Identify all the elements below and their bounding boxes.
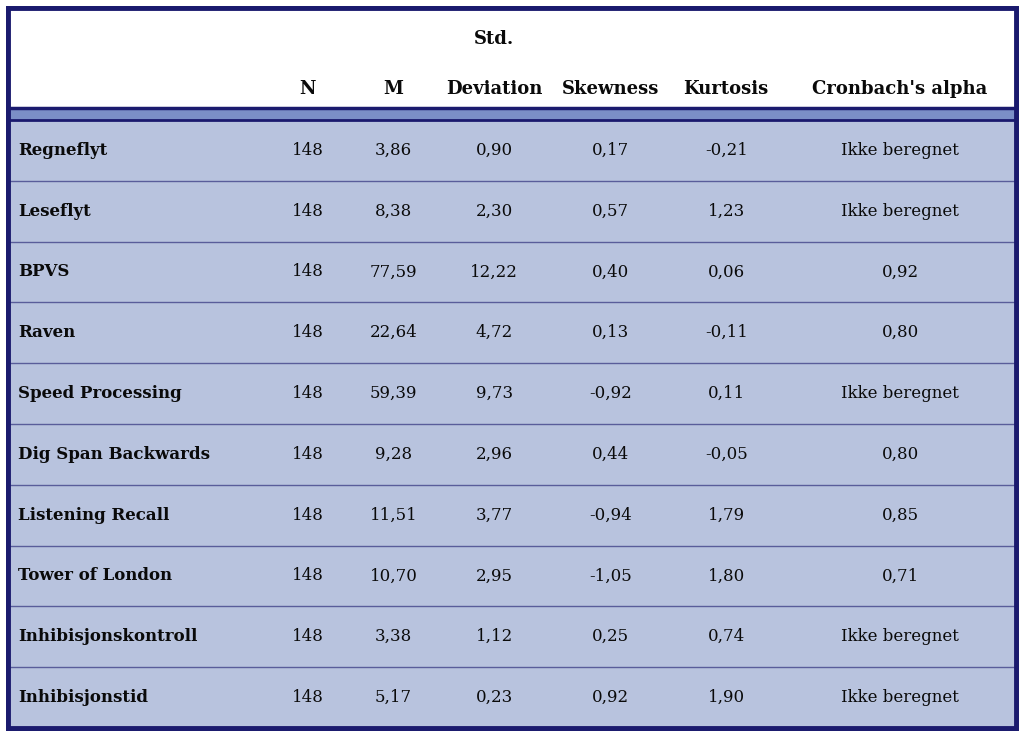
Text: 9,28: 9,28 xyxy=(375,446,412,463)
Text: Listening Recall: Listening Recall xyxy=(18,506,169,524)
Text: 1,80: 1,80 xyxy=(708,567,744,584)
Text: Tower of London: Tower of London xyxy=(18,567,172,584)
Text: 148: 148 xyxy=(292,263,324,280)
Text: Dig Span Backwards: Dig Span Backwards xyxy=(18,446,210,463)
Text: 3,86: 3,86 xyxy=(375,142,412,159)
Text: Raven: Raven xyxy=(18,325,75,342)
Text: Std.: Std. xyxy=(474,30,514,48)
Text: 0,71: 0,71 xyxy=(882,567,919,584)
Text: 0,06: 0,06 xyxy=(708,263,744,280)
Text: 1,12: 1,12 xyxy=(476,629,513,645)
Text: 0,25: 0,25 xyxy=(592,629,629,645)
Bar xyxy=(8,8,1016,108)
Text: 11,51: 11,51 xyxy=(370,506,418,524)
Text: Regneflyt: Regneflyt xyxy=(18,142,108,159)
Text: 148: 148 xyxy=(292,506,324,524)
Text: 0,13: 0,13 xyxy=(592,325,629,342)
Text: 148: 148 xyxy=(292,142,324,159)
Text: -0,21: -0,21 xyxy=(705,142,748,159)
Text: -1,05: -1,05 xyxy=(589,567,632,584)
Text: 0,80: 0,80 xyxy=(882,446,919,463)
Text: 148: 148 xyxy=(292,629,324,645)
Text: 5,17: 5,17 xyxy=(375,689,412,706)
Text: Ikke beregnet: Ikke beregnet xyxy=(841,142,959,159)
Text: -0,05: -0,05 xyxy=(705,446,748,463)
Text: 2,95: 2,95 xyxy=(476,567,513,584)
Text: 0,85: 0,85 xyxy=(882,506,919,524)
Text: 0,74: 0,74 xyxy=(708,629,744,645)
Text: 0,92: 0,92 xyxy=(592,689,629,706)
Text: 1,23: 1,23 xyxy=(708,202,744,220)
Text: 148: 148 xyxy=(292,567,324,584)
Text: 0,57: 0,57 xyxy=(592,202,629,220)
Text: Ikke beregnet: Ikke beregnet xyxy=(841,629,959,645)
Text: 0,92: 0,92 xyxy=(882,263,919,280)
Bar xyxy=(8,120,1016,728)
Text: 0,90: 0,90 xyxy=(476,142,513,159)
Text: 148: 148 xyxy=(292,325,324,342)
Text: -0,92: -0,92 xyxy=(589,385,632,402)
Text: Inhibisjonskontroll: Inhibisjonskontroll xyxy=(18,629,198,645)
Text: 148: 148 xyxy=(292,446,324,463)
Text: Kurtosis: Kurtosis xyxy=(684,80,769,98)
Text: 148: 148 xyxy=(292,202,324,220)
Text: 8,38: 8,38 xyxy=(375,202,413,220)
Text: Speed Processing: Speed Processing xyxy=(18,385,181,402)
Text: Ikke beregnet: Ikke beregnet xyxy=(841,385,959,402)
Text: 59,39: 59,39 xyxy=(370,385,418,402)
Text: Skewness: Skewness xyxy=(561,80,659,98)
Text: 12,22: 12,22 xyxy=(470,263,518,280)
Text: 77,59: 77,59 xyxy=(370,263,418,280)
Text: Deviation: Deviation xyxy=(446,80,543,98)
Text: 0,17: 0,17 xyxy=(592,142,629,159)
Text: 9,73: 9,73 xyxy=(476,385,513,402)
Bar xyxy=(8,108,1016,120)
Text: M: M xyxy=(384,80,403,98)
Text: 0,44: 0,44 xyxy=(592,446,629,463)
Text: 148: 148 xyxy=(292,689,324,706)
Text: -0,11: -0,11 xyxy=(705,325,748,342)
Text: Inhibisjonstid: Inhibisjonstid xyxy=(18,689,148,706)
Text: 1,79: 1,79 xyxy=(708,506,744,524)
Text: 148: 148 xyxy=(292,385,324,402)
Text: 3,77: 3,77 xyxy=(476,506,513,524)
Text: 0,80: 0,80 xyxy=(882,325,919,342)
Text: 4,72: 4,72 xyxy=(476,325,513,342)
Text: 10,70: 10,70 xyxy=(370,567,418,584)
Text: -0,94: -0,94 xyxy=(589,506,632,524)
Text: 3,38: 3,38 xyxy=(375,629,413,645)
Text: BPVS: BPVS xyxy=(18,263,70,280)
Text: 2,96: 2,96 xyxy=(476,446,513,463)
Text: N: N xyxy=(300,80,316,98)
Text: 0,40: 0,40 xyxy=(592,263,629,280)
Text: 0,23: 0,23 xyxy=(476,689,513,706)
Text: Ikke beregnet: Ikke beregnet xyxy=(841,689,959,706)
Text: 2,30: 2,30 xyxy=(476,202,513,220)
Text: Cronbach's alpha: Cronbach's alpha xyxy=(812,80,988,98)
Text: 0,11: 0,11 xyxy=(708,385,744,402)
Text: Leseflyt: Leseflyt xyxy=(18,202,91,220)
Text: Ikke beregnet: Ikke beregnet xyxy=(841,202,959,220)
Text: 1,90: 1,90 xyxy=(708,689,744,706)
Text: 22,64: 22,64 xyxy=(370,325,418,342)
